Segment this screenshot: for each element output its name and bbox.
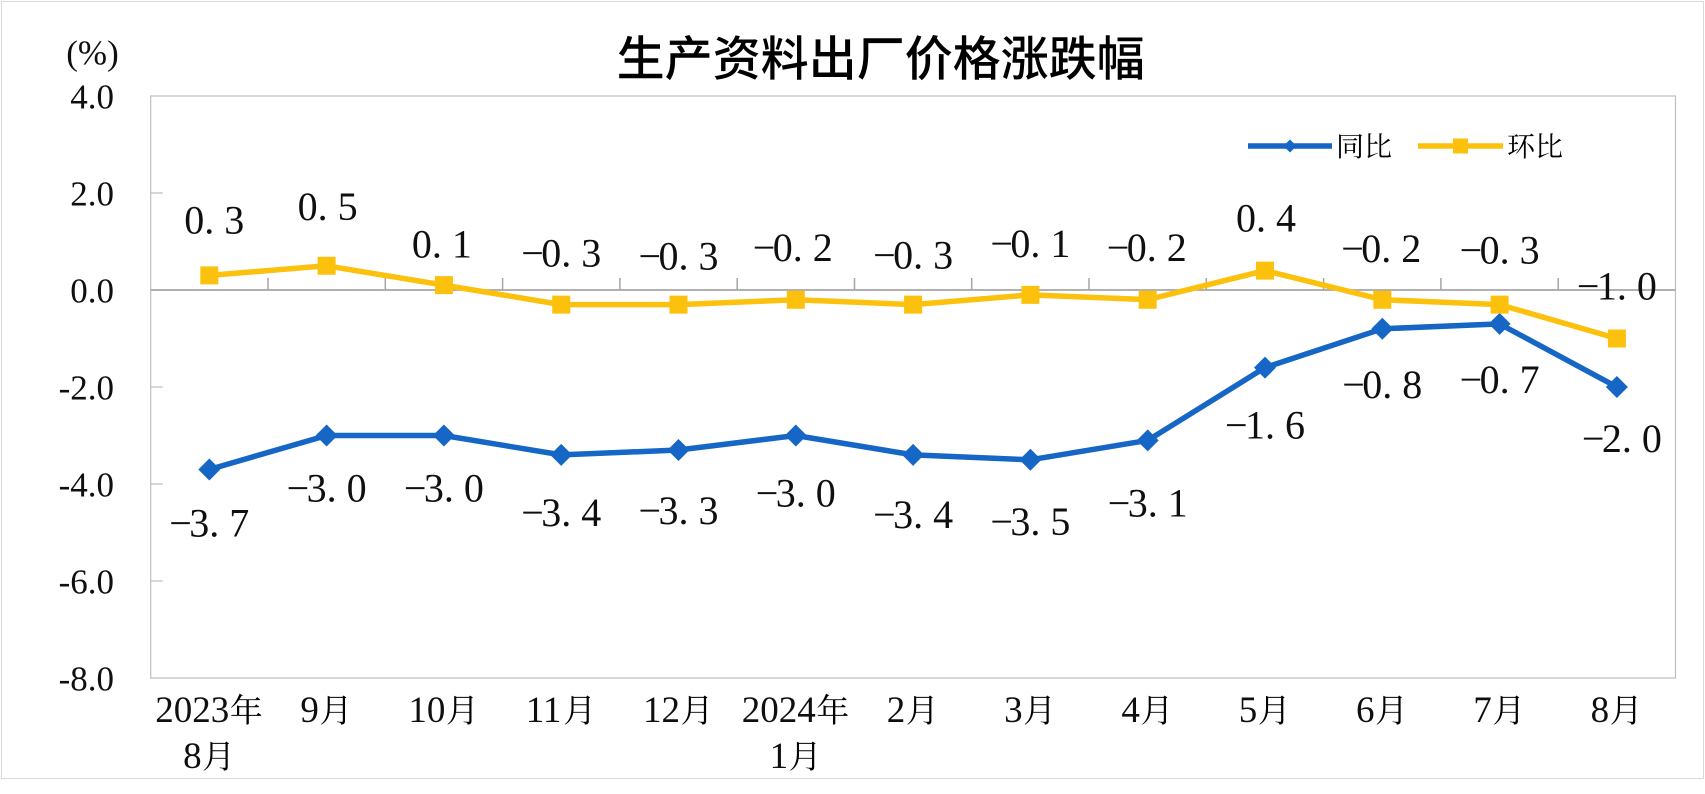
- svg-text:−3.3: −3.3: [639, 488, 719, 533]
- svg-text:−0.3: −0.3: [639, 234, 719, 279]
- svg-text:3: 3: [1004, 690, 1023, 731]
- svg-text:−3.0: −3.0: [404, 466, 484, 511]
- svg-text:0.1: 0.1: [412, 221, 472, 266]
- svg-text:0.5: 0.5: [298, 184, 358, 229]
- svg-text:0.0: 0.0: [70, 272, 114, 311]
- svg-text:−1.6: −1.6: [1225, 403, 1305, 448]
- svg-text:−3.4: −3.4: [873, 492, 953, 537]
- svg-text:8: 8: [183, 736, 202, 777]
- svg-text:-8.0: -8.0: [59, 660, 114, 699]
- svg-text:−3.7: −3.7: [169, 501, 249, 546]
- svg-text:−0.1: −0.1: [990, 221, 1070, 266]
- svg-text:(%): (%): [66, 34, 118, 73]
- svg-text:−0.3: −0.3: [873, 233, 953, 278]
- svg-text:1: 1: [770, 736, 789, 777]
- svg-text:−3.4: −3.4: [521, 490, 601, 535]
- svg-text:7: 7: [1473, 690, 1492, 731]
- svg-text:12: 12: [643, 690, 680, 731]
- svg-text:−3.0: −3.0: [287, 466, 367, 511]
- svg-text:2: 2: [887, 690, 906, 731]
- svg-text:2024: 2024: [742, 690, 816, 731]
- svg-text:8: 8: [1591, 690, 1610, 731]
- svg-text:−0.2: −0.2: [753, 225, 833, 270]
- svg-text:4.0: 4.0: [70, 78, 114, 117]
- svg-text:−3.5: −3.5: [990, 499, 1070, 544]
- svg-text:10: 10: [408, 690, 445, 731]
- svg-text:−2.0: −2.0: [1582, 416, 1662, 461]
- svg-text:−0.3: −0.3: [521, 231, 601, 276]
- svg-text:−3.1: −3.1: [1108, 481, 1188, 526]
- svg-text:-2.0: -2.0: [59, 369, 114, 408]
- svg-text:−0.3: −0.3: [1460, 228, 1540, 273]
- svg-text:4: 4: [1121, 690, 1140, 731]
- svg-text:−0.7: −0.7: [1460, 357, 1540, 402]
- svg-text:−3.0: −3.0: [756, 471, 836, 516]
- svg-text:−0.2: −0.2: [1341, 226, 1421, 271]
- svg-text:2.0: 2.0: [70, 175, 114, 214]
- svg-text:-6.0: -6.0: [59, 563, 114, 602]
- svg-text:−1.0: −1.0: [1577, 264, 1657, 309]
- svg-text:9: 9: [300, 690, 319, 731]
- svg-text:-4.0: -4.0: [59, 466, 114, 505]
- svg-text:6: 6: [1356, 690, 1375, 731]
- svg-text:−0.8: −0.8: [1342, 362, 1422, 407]
- svg-text:11: 11: [526, 690, 562, 731]
- svg-text:0.3: 0.3: [184, 198, 244, 243]
- svg-text:−0.2: −0.2: [1107, 225, 1187, 270]
- svg-text:2023: 2023: [155, 690, 229, 731]
- svg-text:5: 5: [1239, 690, 1258, 731]
